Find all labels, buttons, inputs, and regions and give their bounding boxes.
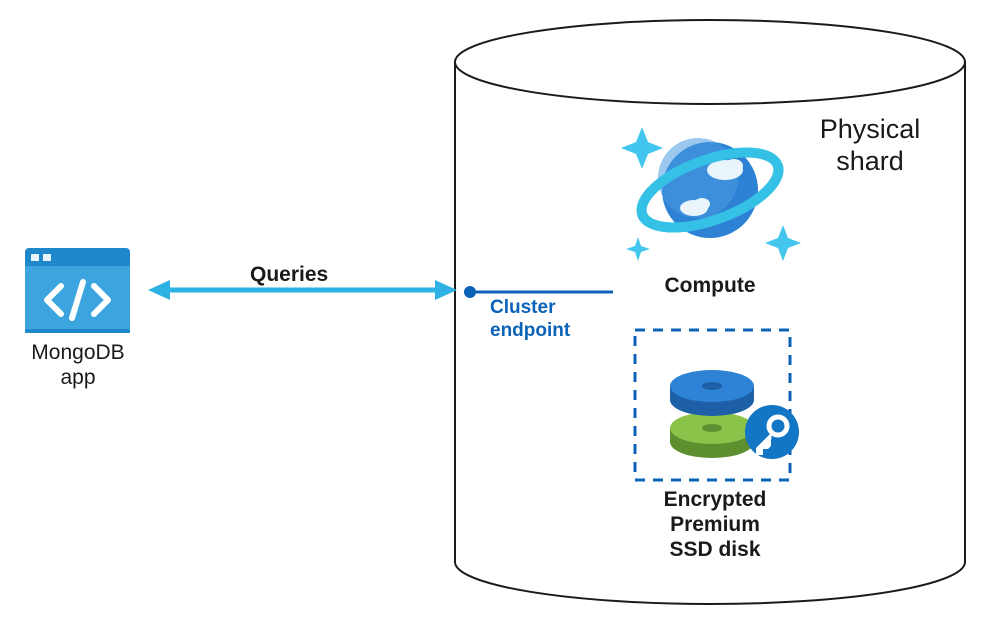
mongodb-app-icon <box>25 248 130 333</box>
shard-label-line1: Physical <box>820 114 921 144</box>
endpoint-label-line1: Cluster <box>490 297 555 318</box>
endpoint-label-line2: endpoint <box>490 320 570 341</box>
physical-shard-label: Physical shard <box>780 113 960 178</box>
compute-icon <box>621 127 801 261</box>
compute-label: Compute <box>620 273 800 298</box>
disk-label-line3: SSD disk <box>669 538 760 561</box>
shard-label-line2: shard <box>836 146 904 176</box>
disk-icon <box>670 370 754 458</box>
encrypted-disk-group <box>635 330 799 480</box>
cluster-endpoint-label: Cluster endpoint <box>490 297 570 343</box>
disk-label-line1: Encrypted <box>664 488 767 511</box>
app-label-line2: app <box>60 366 95 389</box>
app-label-line1: MongoDB <box>31 341 124 364</box>
encrypted-disk-label: Encrypted Premium SSD disk <box>615 487 815 563</box>
disk-label-line2: Premium <box>670 513 760 536</box>
mongodb-app-label: MongoDB app <box>8 340 148 390</box>
queries-label: Queries <box>250 262 328 287</box>
key-icon <box>745 405 799 459</box>
